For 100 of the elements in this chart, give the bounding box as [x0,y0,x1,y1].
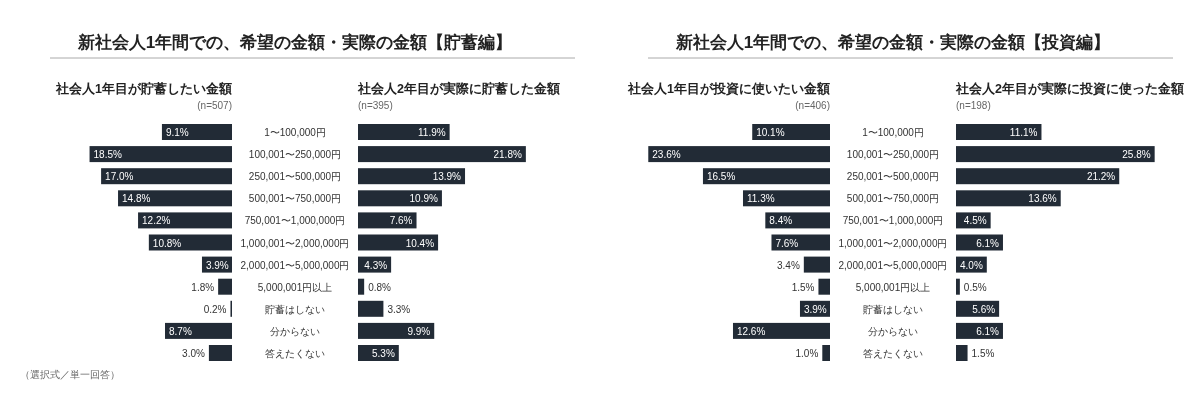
y-tick-label: 5,000,001円以上 [257,281,333,293]
data-label: 5.3% [372,348,395,359]
data-label: 21.8% [493,149,522,161]
y-tick-label: 1〜100,000円 [264,127,326,138]
bar [648,146,830,163]
bar [358,124,450,140]
data-label: 17.0% [105,171,134,183]
y-tick-label: 答えたくない [265,348,325,359]
y-tick-label: 1,000,001〜2,000,000円 [240,237,350,249]
bar [702,168,830,185]
text: (n=507) [197,100,232,111]
data-label: 10.8% [152,237,182,249]
data-label: 8.7% [169,325,192,337]
y-tick-label: 100,001〜250,000円 [248,149,342,161]
data-label: 11.9% [418,127,446,138]
bar [803,256,830,273]
bar [89,146,232,163]
data-label: 5.6% [972,303,996,315]
text: (n=198) [956,100,991,111]
data-label: 13.9% [432,171,462,183]
data-label: 12.2% [142,215,171,227]
bar [358,278,365,295]
text: 新社会人1年間での、希望の金額・実際の金額【貯蓄編】 [76,33,513,52]
data-label: 10.1% [756,127,785,138]
data-label: 1.5% [971,348,995,359]
bar [732,322,830,339]
data-label: 11.3% [746,193,775,205]
bar [956,124,1042,140]
y-tick-label: 分からない [270,325,320,337]
y-tick-label: 250,001〜500,000円 [248,171,342,183]
data-label: 25.8% [1122,149,1151,161]
y-tick-label: 750,001〜1,000,000円 [244,215,346,227]
bar [118,190,232,207]
y-tick-label: 1,000,001〜2,000,000円 [838,237,948,249]
y-tick-label: 1〜100,000円 [862,127,924,138]
data-label: 1.0% [795,348,819,359]
data-label: 13.6% [1028,193,1057,205]
bar [358,322,435,339]
data-label: 3.4% [777,259,800,271]
bar [956,345,968,361]
data-label: 11.1% [1009,127,1038,138]
data-label: 3.0% [182,348,205,359]
data-label: 0.5% [963,281,987,293]
y-tick-label: 分からない [868,325,918,337]
data-label: 3.9% [803,303,827,315]
data-label: 9.1% [165,127,189,138]
data-label: 9.9% [407,325,431,337]
y-tick-label: 貯蓄はしない [863,303,923,315]
data-label: 0.8% [368,281,392,293]
text: (n=395) [358,100,393,111]
bar [138,212,232,229]
data-label: 14.8% [122,193,151,205]
data-label: 7.6% [775,237,799,249]
chart-subtitle: 社会人1年目が貯蓄したい金額 [55,81,232,96]
data-label: 3.9% [205,259,229,271]
bar [358,300,384,317]
text: (n=406) [795,100,830,111]
data-label: 21.2% [1086,171,1116,183]
chart-title: 社会人2年目が実際に貯蓄した金額 [357,81,560,96]
data-label: 23.6% [652,149,681,161]
data-label: 10.9% [409,193,439,205]
y-tick-label: 答えたくない [863,348,923,359]
bar [956,278,960,295]
bar [956,168,1120,185]
data-label: 4.0% [960,259,983,271]
data-label: 3.3% [387,303,411,315]
y-tick-label: 2,000,001〜5,000,000円 [838,259,948,271]
data-label: 0.2% [203,303,227,315]
bar [752,124,830,140]
bar [358,146,526,163]
bar [742,190,830,207]
data-label: 4.5% [963,215,987,227]
y-tick-label: 貯蓄はしない [265,303,325,315]
data-label: 6.1% [976,237,1000,249]
y-tick-label: 5,000,001円以上 [855,281,931,293]
data-label: 1.5% [791,281,815,293]
y-tick-label: 500,001〜750,000円 [248,193,342,205]
data-label: 7.6% [389,215,413,227]
bar [101,168,232,185]
bar [822,345,830,361]
bar [956,146,1155,163]
bar [161,124,232,140]
data-label: 18.5% [93,149,123,161]
y-tick-label: 100,001〜250,000円 [846,149,940,161]
y-tick-label: 250,001〜500,000円 [846,171,940,183]
bar [818,278,830,295]
bar [208,345,232,361]
data-label: 10.4% [405,237,435,249]
data-label: 6.1% [976,325,1000,337]
chart-title: 社会人2年目が実際に投資に使った金額 [955,81,1184,96]
data-label: 4.3% [364,259,388,271]
bar [358,168,466,185]
chart-subtitle: 社会人1年目が投資に使いたい金額 [627,81,830,96]
y-tick-label: 2,000,001〜5,000,000円 [240,259,350,271]
y-tick-label: 500,001〜750,000円 [846,193,940,205]
data-label: 8.4% [769,215,793,227]
text: 新社会人1年間での、希望の金額・実際の金額【投資編】 [674,33,1111,52]
bar [218,278,232,295]
data-label: 16.5% [706,171,736,183]
data-label: 12.6% [736,325,766,337]
